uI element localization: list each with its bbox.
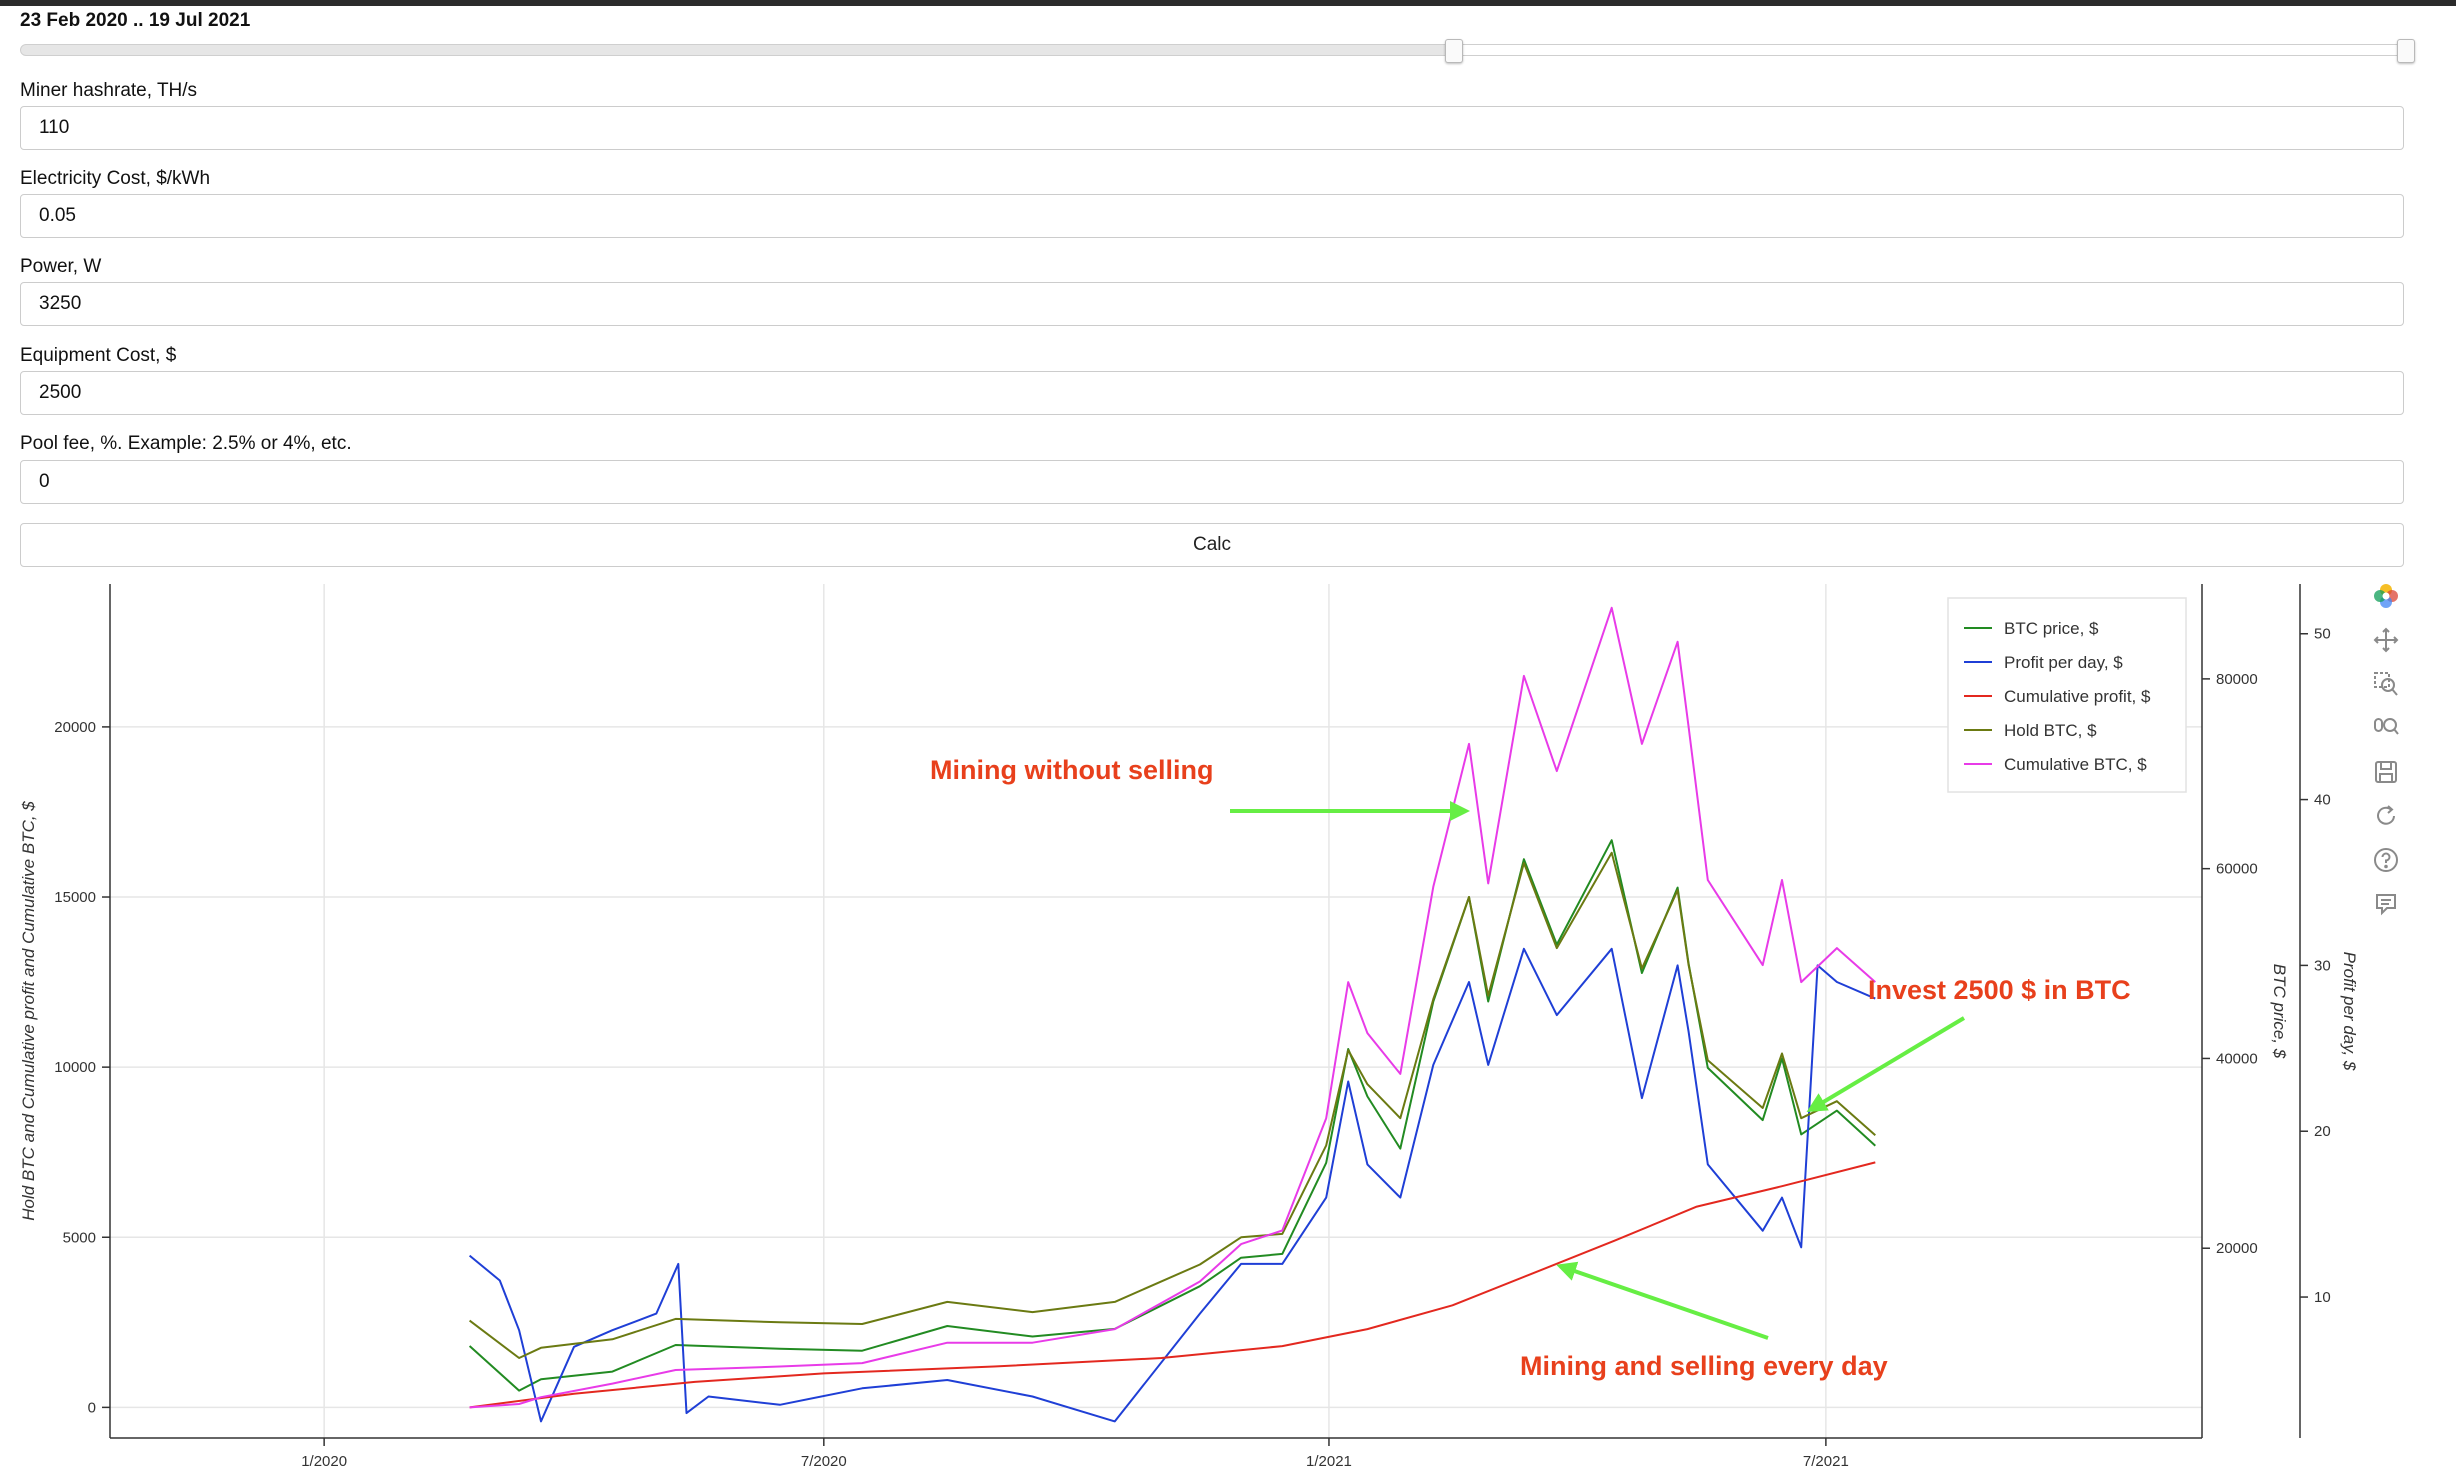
y-profit-axis-label: Profit per day, $ — [2340, 952, 2356, 1071]
window-top-bar — [0, 0, 2456, 6]
help-icon[interactable] — [2370, 844, 2402, 876]
date-range-start-handle[interactable] — [1444, 39, 1463, 63]
x-tick-label: 1/2020 — [301, 1453, 347, 1468]
date-range-title: 23 Feb 2020 .. 19 Jul 2021 — [20, 10, 251, 31]
date-range-end-handle[interactable] — [2397, 39, 2415, 63]
hover-icon[interactable] — [2370, 888, 2402, 920]
series-line-cumulative-profit — [469, 1161, 1876, 1409]
chart-legend[interactable]: BTC price, $ Profit per day, $ Cumulative … — [1947, 597, 2187, 793]
chart-annotations: Mining without selling Invest 2500 $ in B… — [930, 755, 2131, 1381]
chart-grid — [110, 584, 2202, 1438]
hashrate-label: Miner hashrate, TH/s — [20, 80, 198, 101]
box-zoom-icon[interactable] — [2370, 668, 2402, 700]
save-icon[interactable] — [2370, 756, 2402, 788]
wheel-zoom-icon[interactable] — [2370, 712, 2402, 744]
series-line-hold-btc — [468, 851, 1876, 1359]
legend-entry: BTC price, $ — [2004, 619, 2099, 638]
y-left-tick-label: 15000 — [54, 889, 96, 906]
series-line-profit-per-day — [468, 947, 1876, 1423]
annotation-text: Mining and selling every day — [1520, 1351, 1888, 1381]
x-tick-label: 7/2021 — [1803, 1453, 1849, 1468]
annotation-arrow — [1806, 1016, 1966, 1113]
chart-series — [468, 606, 1876, 1423]
legend-entry: Cumulative profit, $ — [2004, 687, 2151, 706]
equipment-cost-label: Equipment Cost, $ — [20, 345, 177, 366]
legend-entry: Hold BTC, $ — [2004, 721, 2097, 740]
y-profit-tick-label: 40 — [2314, 792, 2331, 809]
y-left-tick-label: 0 — [88, 1399, 96, 1416]
date-range-slider[interactable] — [20, 39, 2415, 63]
y-left-tick-label: 20000 — [54, 719, 96, 736]
series-line-cumulative-btc — [469, 606, 1876, 1409]
equipment-cost-input[interactable] — [20, 371, 2404, 415]
y-profit-tick-label: 20 — [2314, 1123, 2331, 1140]
electricity-cost-input[interactable] — [20, 194, 2404, 238]
y-price-tick-label: 20000 — [2216, 1240, 2258, 1257]
hashrate-input[interactable] — [20, 106, 2404, 150]
y-profit-tick-label: 30 — [2314, 957, 2331, 974]
y-left-tick-label: 10000 — [54, 1059, 96, 1076]
annotation-text: Invest 2500 $ in BTC — [1868, 975, 2131, 1005]
legend-entry: Profit per day, $ — [2004, 653, 2123, 672]
mining-profit-chart[interactable]: 1/2020 7/2020 1/2021 7/2021 0 5000 10000 15000 2… — [0, 568, 2356, 1468]
y-profit-tick-label: 10 — [2314, 1289, 2331, 1306]
pool-fee-input[interactable] — [20, 460, 2404, 504]
y-profit-tick-label: 50 — [2314, 626, 2331, 643]
calc-button[interactable]: Calc — [20, 523, 2404, 567]
x-tick-label: 1/2021 — [1306, 1453, 1352, 1468]
pan-icon[interactable] — [2370, 624, 2402, 656]
series-line-btc-price — [468, 839, 1876, 1392]
legend-entry: Cumulative BTC, $ — [2004, 755, 2147, 774]
y-price-tick-label: 80000 — [2216, 671, 2258, 688]
chart-axes: 1/2020 7/2020 1/2021 7/2021 0 5000 10000 15000 2… — [19, 584, 2356, 1468]
bokeh-logo-icon[interactable] — [2370, 580, 2402, 612]
annotation-arrow — [1556, 1261, 1769, 1340]
annotation-text: Mining without selling — [930, 755, 1213, 785]
pool-fee-label: Pool fee, %. Example: 2.5% or 4%, etc. — [20, 433, 352, 454]
x-tick-label: 7/2020 — [801, 1453, 847, 1468]
electricity-cost-label: Electricity Cost, $/kWh — [20, 168, 211, 189]
y-price-tick-label: 60000 — [2216, 861, 2258, 878]
power-input[interactable] — [20, 282, 2404, 326]
reset-icon[interactable] — [2370, 800, 2402, 832]
y-price-tick-label: 40000 — [2216, 1050, 2258, 1067]
y-left-tick-label: 5000 — [63, 1229, 96, 1246]
y-left-axis-label: Hold BTC and Cumulative profit and Cumul… — [19, 801, 38, 1221]
power-label: Power, W — [20, 256, 102, 277]
y-price-axis-label: BTC price, $ — [2270, 964, 2289, 1059]
date-range-slider-selection — [1452, 45, 2407, 55]
